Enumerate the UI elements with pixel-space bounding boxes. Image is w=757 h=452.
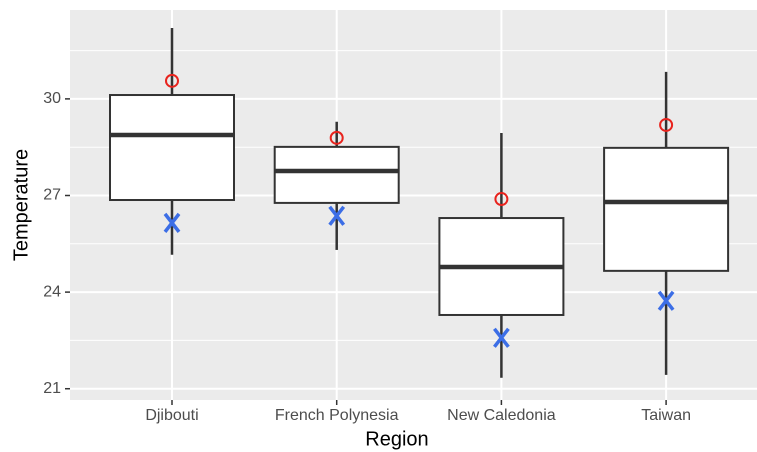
box — [603, 146, 730, 272]
x-tick-label: French Polynesia — [275, 407, 399, 424]
x-tick-label: Taiwan — [641, 407, 691, 424]
point-x — [657, 290, 675, 311]
x-tick-label: Djibouti — [145, 407, 198, 424]
point-x — [328, 205, 346, 226]
x-axis-title: Region — [365, 428, 428, 450]
y-tick-label: 30 — [43, 90, 61, 107]
box — [273, 145, 400, 204]
point-x — [163, 212, 181, 233]
point-circle — [165, 73, 179, 88]
point-circle — [329, 130, 344, 145]
point-circle — [494, 192, 509, 207]
box — [109, 94, 235, 202]
point-circle — [659, 117, 674, 132]
y-tick-label: 24 — [43, 283, 61, 300]
point-x — [493, 327, 510, 348]
y-axis-title: Temperature — [10, 149, 32, 261]
y-tick-label: 21 — [43, 380, 61, 397]
y-tick-label: 27 — [43, 187, 61, 204]
x-tick-label: New Caledonia — [447, 407, 556, 424]
